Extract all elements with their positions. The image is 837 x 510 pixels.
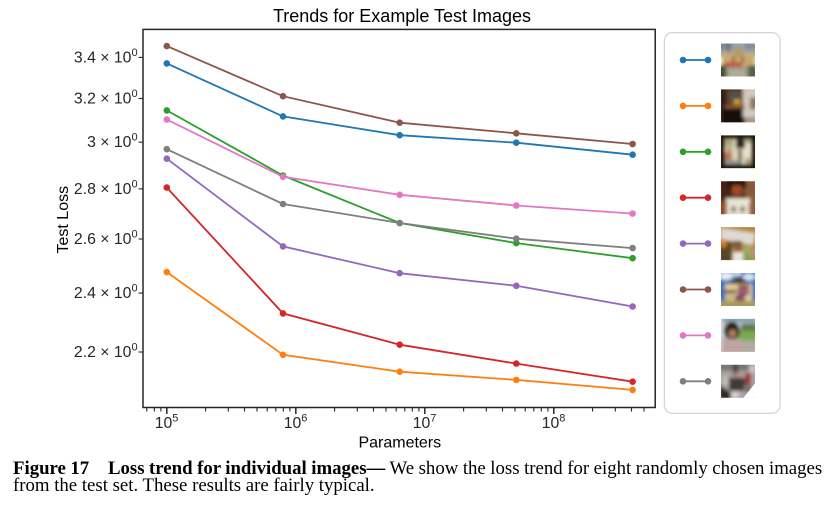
svg-text:106: 106 <box>284 413 308 433</box>
svg-text:3.2 × 100: 3.2 × 100 <box>74 88 138 108</box>
svg-text:Trends for Example Test Images: Trends for Example Test Images <box>273 6 531 26</box>
svg-text:2.6 × 100: 2.6 × 100 <box>74 229 138 249</box>
svg-text:107: 107 <box>413 413 437 433</box>
svg-text:105: 105 <box>155 413 179 433</box>
svg-text:3.4 × 100: 3.4 × 100 <box>74 47 138 67</box>
svg-text:2.2 × 100: 2.2 × 100 <box>74 342 138 362</box>
svg-text:108: 108 <box>542 413 566 433</box>
svg-text:2.8 × 100: 2.8 × 100 <box>74 178 138 198</box>
svg-text:3 × 100: 3 × 100 <box>87 132 137 152</box>
svg-text:2.4 × 100: 2.4 × 100 <box>74 283 138 303</box>
svg-text:Parameters: Parameters <box>358 435 441 452</box>
svg-text:Test Loss: Test Loss <box>55 186 72 254</box>
